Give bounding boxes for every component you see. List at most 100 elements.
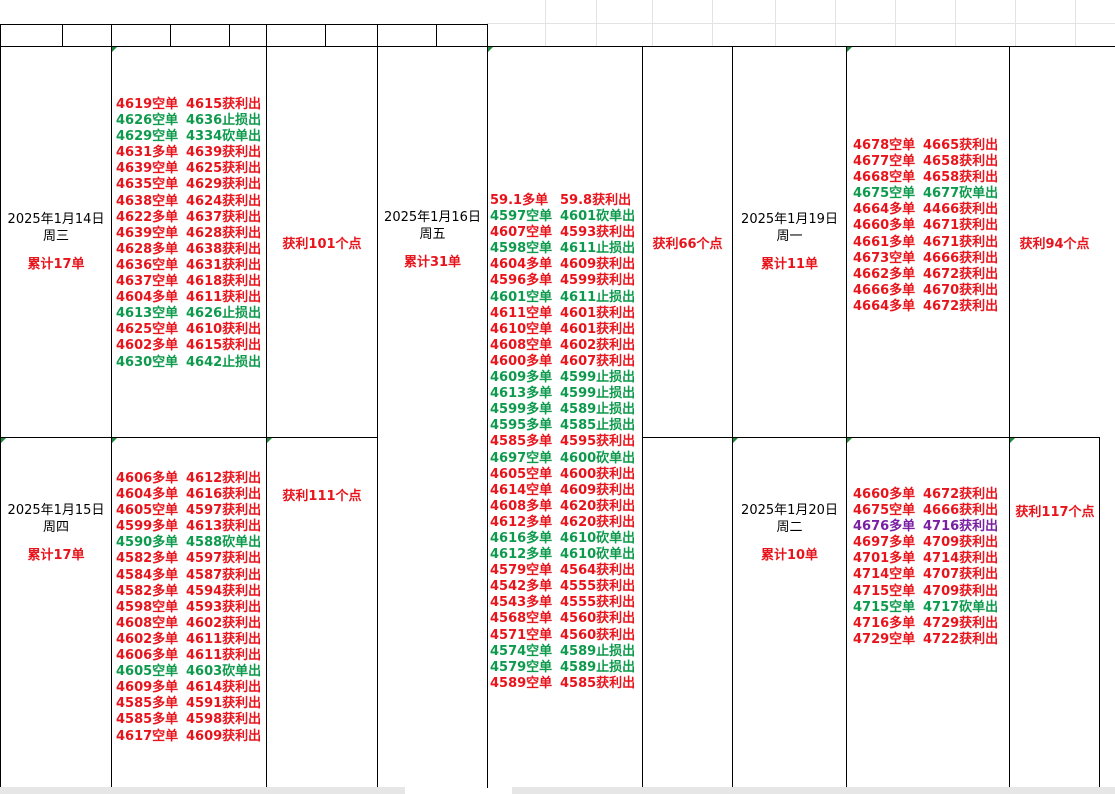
trade-entry: 4660多单 — [853, 218, 916, 234]
trade-entry: 4666多单 — [853, 282, 916, 298]
profit-label: 获利94个点 — [1019, 237, 1090, 252]
table-border — [266, 46, 267, 788]
trade-entry: 4590多单 — [116, 535, 179, 551]
table-border — [377, 24, 378, 46]
day-summary-cell[interactable]: 2025年1月20日 周二 累计10单 — [733, 438, 846, 628]
trade-entry: 4673空单 — [853, 250, 916, 266]
trade-line: 4729空单 4722获利出 — [853, 632, 998, 648]
profit-label: 获利111个点 — [282, 489, 362, 504]
trade-exit: 4564获利出 — [560, 563, 636, 579]
trade-entry: 4636空单 — [116, 257, 179, 273]
table-border — [0, 46, 1, 788]
date-label: 2025年1月20日 — [741, 503, 838, 518]
trade-entry: 4602多单 — [116, 338, 179, 354]
trade-exit: 4589止损出 — [560, 402, 636, 418]
trade-line: 4631多单 4639获利出 — [116, 145, 261, 161]
table-border — [170, 24, 171, 46]
day-summary-cell[interactable]: 2025年1月14日 周三 累计17单 — [1, 47, 111, 437]
trade-exit: 4609获利出 — [560, 257, 636, 273]
trade-line: 4585多单 4595获利出 — [490, 434, 635, 450]
trade-line: 4668空单 4658获利出 — [853, 170, 998, 186]
trade-exit: 4620获利出 — [560, 498, 636, 514]
table-border — [325, 24, 326, 46]
trade-line: 4606多单 4611获利出 — [116, 648, 261, 664]
trade-line: 4625空单 4610获利出 — [116, 322, 261, 338]
trade-line: 4608多单 4620获利出 — [490, 499, 635, 515]
trade-list[interactable]: 4606多单 4612获利出 4604多单 4616获利出 4605空单 4597获利出 4… — [116, 471, 261, 745]
table-border — [1009, 46, 1010, 788]
trade-list[interactable]: 59.1多单 59.8获利出 4597空单 4601砍单出 4607空单 4593获利出 4… — [490, 193, 635, 692]
trade-entry: 4568空单 — [490, 611, 553, 627]
trade-exit: 4597获利出 — [186, 503, 262, 519]
trade-entry: 4609多单 — [490, 370, 553, 386]
trade-entry: 4542多单 — [490, 579, 553, 595]
trade-entry: 4617空单 — [116, 728, 179, 744]
trade-exit: 4636止损出 — [186, 113, 262, 129]
comment-marker[interactable] — [733, 438, 738, 443]
trade-list[interactable]: 4619空单 4615获利出 4626空单 4636止损出 4629空单 4334砍单出 4… — [116, 97, 261, 371]
gridline — [775, 0, 776, 46]
trade-line: 4604多单 4611获利出 — [116, 290, 261, 306]
trade-line: 4582多单 4597获利出 — [116, 551, 261, 567]
day-summary-cell[interactable]: 2025年1月19日 周一 累计11单 — [733, 47, 846, 437]
trade-exit: 4599止损出 — [560, 370, 636, 386]
trade-line: 4590多单 4588砍单出 — [116, 535, 261, 551]
date-label: 2025年1月19日 — [741, 212, 838, 227]
date-label: 2025年1月15日 — [7, 503, 105, 518]
table-border — [229, 24, 230, 46]
trade-line: 4664多单 4672获利出 — [853, 299, 998, 315]
trade-line: 4613空单 4626止损出 — [116, 306, 261, 322]
trade-exit: 4658获利出 — [923, 170, 999, 186]
trade-exit: 4607获利出 — [560, 353, 636, 369]
trade-entry: 4716多单 — [853, 615, 916, 631]
gridline — [1015, 0, 1016, 46]
trade-line: 4661多单 4671获利出 — [853, 235, 998, 251]
trade-exit: 4560获利出 — [560, 611, 636, 627]
comment-marker[interactable] — [1, 438, 6, 443]
gridline — [1075, 0, 1076, 46]
trade-line: 4660多单 4672获利出 — [853, 487, 998, 503]
trade-entry: 4616多单 — [490, 530, 553, 546]
trade-list[interactable]: 4678空单 4665获利出 4677空单 4658获利出 4668空单 4658获利出 4… — [853, 138, 998, 315]
trade-line: 4714空单 4707获利出 — [853, 567, 998, 583]
trade-entry: 4595多单 — [490, 418, 553, 434]
trade-exit: 4601砍单出 — [560, 209, 636, 225]
trade-exit: 4624获利出 — [186, 193, 262, 209]
trade-entry: 4584多单 — [116, 567, 179, 583]
trade-exit: 4618获利出 — [186, 274, 262, 290]
horizontal-scrollbar[interactable] — [512, 787, 1115, 794]
trade-exit: 4707获利出 — [923, 567, 999, 583]
trade-entry: 4543多单 — [490, 595, 553, 611]
trade-count-label: 累计31单 — [403, 255, 462, 270]
comment-marker[interactable] — [267, 438, 272, 443]
trade-line: 4675空单 4677砍单出 — [853, 186, 998, 202]
day-summary-cell[interactable]: 2025年1月16日 周五 累计31单 — [378, 190, 487, 290]
trade-list[interactable]: 4660多单 4672获利出 4675空单 4666获利出 4676多单 4716获利出 4… — [853, 487, 998, 648]
table-border — [0, 437, 378, 438]
trade-exit: 4591获利出 — [186, 696, 262, 712]
trade-exit: 4585止损出 — [560, 418, 636, 434]
date-label: 2025年1月16日 — [384, 210, 481, 225]
comment-marker[interactable] — [112, 438, 117, 443]
trade-line: 4639空单 4628获利出 — [116, 226, 261, 242]
trade-line: 4602多单 4615获利出 — [116, 338, 261, 354]
trade-line: 4607空单 4593获利出 — [490, 225, 635, 241]
table-border — [487, 46, 488, 788]
trade-line: 4637空单 4618获利出 — [116, 274, 261, 290]
profit-label: 获利66个点 — [652, 237, 723, 252]
trade-entry: 4600多单 — [490, 353, 553, 369]
day-summary-cell[interactable]: 2025年1月15日 周四 累计17单 — [1, 438, 111, 628]
trade-entry: 4638空单 — [116, 193, 179, 209]
comment-marker[interactable] — [1010, 438, 1015, 443]
trade-exit: 4600获利出 — [560, 466, 636, 482]
comment-marker[interactable] — [488, 47, 493, 52]
comment-marker[interactable] — [847, 438, 852, 443]
trade-line: 4574空单 4589止损出 — [490, 644, 635, 660]
comment-marker[interactable] — [112, 47, 117, 52]
horizontal-scrollbar[interactable] — [0, 787, 405, 794]
trade-entry: 4631多单 — [116, 145, 179, 161]
comment-marker[interactable] — [847, 47, 852, 52]
trade-entry: 4613多单 — [490, 386, 553, 402]
trade-exit: 4717砍单出 — [923, 599, 999, 615]
